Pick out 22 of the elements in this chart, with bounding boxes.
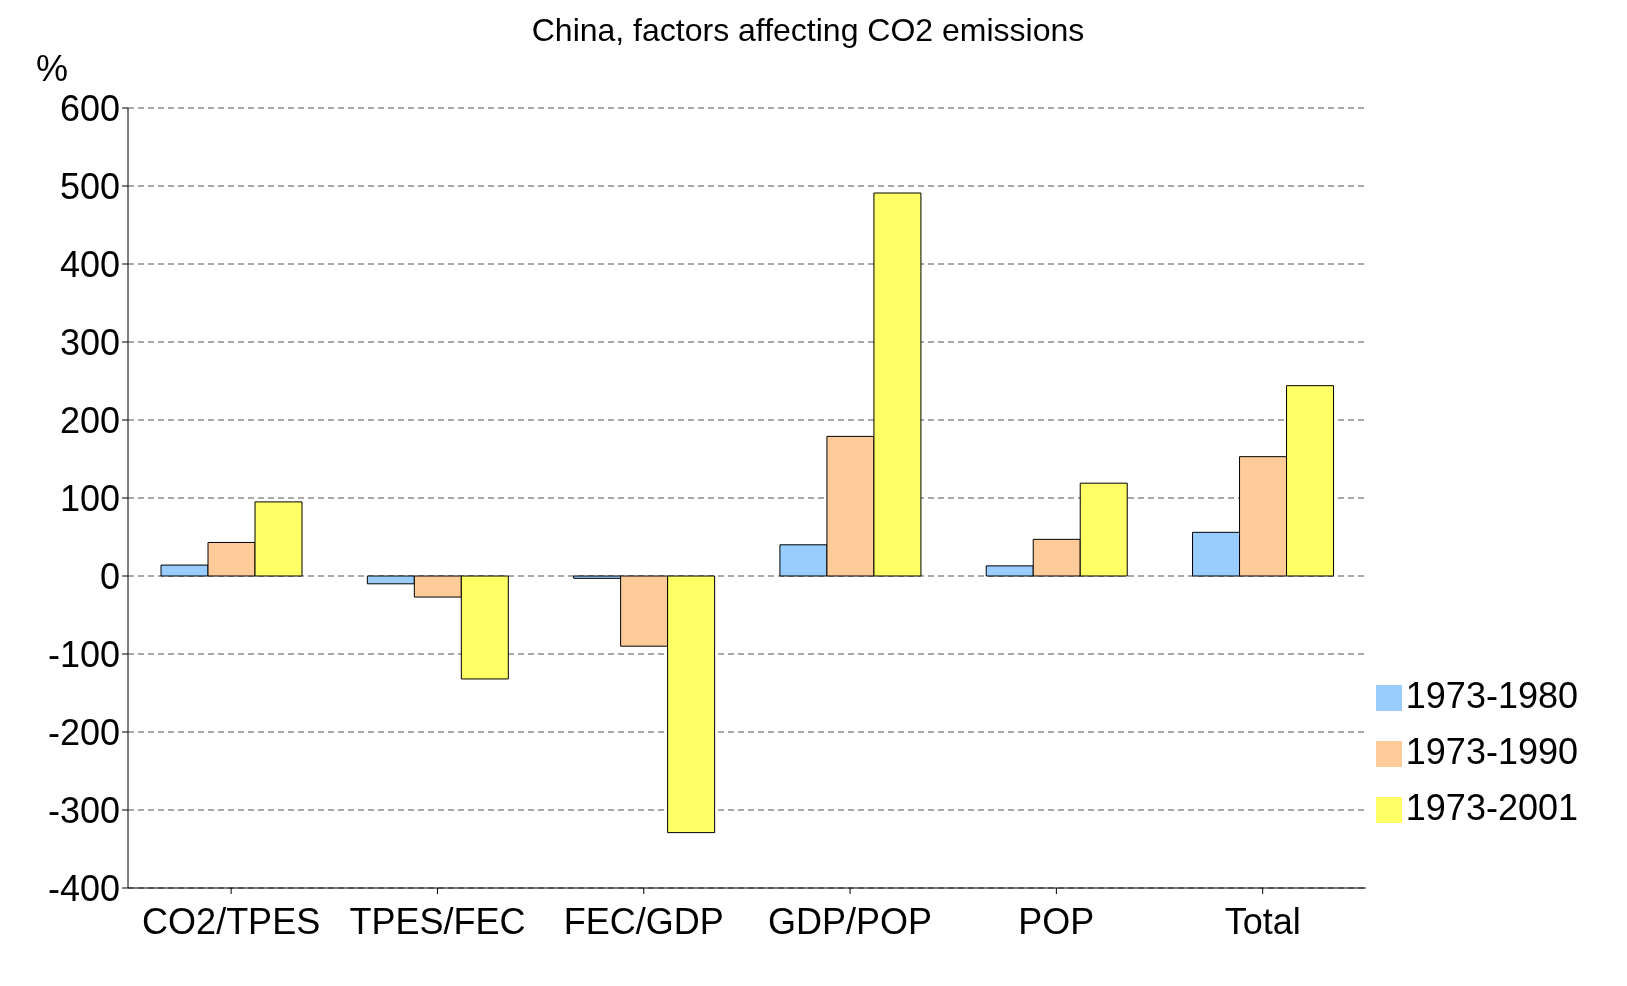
- y-tick-label: 400: [59, 243, 120, 285]
- legend-label: 1973-1990: [1405, 731, 1578, 772]
- y-tick-label: 500: [59, 165, 120, 207]
- x-tick-label: Total: [1224, 900, 1301, 942]
- y-tick-label: 600: [59, 87, 120, 129]
- x-tick-label: CO2/TPES: [142, 900, 321, 942]
- x-tick-label: GDP/POP: [768, 900, 933, 942]
- y-tick-label: 300: [59, 321, 120, 363]
- chart-title: China, factors affecting CO2 emissions: [530, 12, 1086, 49]
- y-tick-label: -200: [47, 711, 120, 753]
- y-tick-label: 200: [59, 399, 120, 441]
- legend-label: 1973-2001: [1405, 787, 1578, 828]
- x-tick-label: FEC/GDP: [563, 900, 724, 942]
- legend-label: 1973-1980: [1405, 675, 1578, 716]
- x-tick-label: TPES/FEC: [349, 900, 526, 942]
- y-tick-label: -400: [47, 867, 120, 909]
- y-tick-label: -100: [47, 633, 120, 675]
- y-tick-label: 100: [59, 477, 120, 519]
- x-tick-label: POP: [1018, 900, 1095, 942]
- y-tick-label: 0: [99, 555, 120, 597]
- y-tick-label: -300: [47, 789, 120, 831]
- y-axis-title: %: [36, 48, 69, 90]
